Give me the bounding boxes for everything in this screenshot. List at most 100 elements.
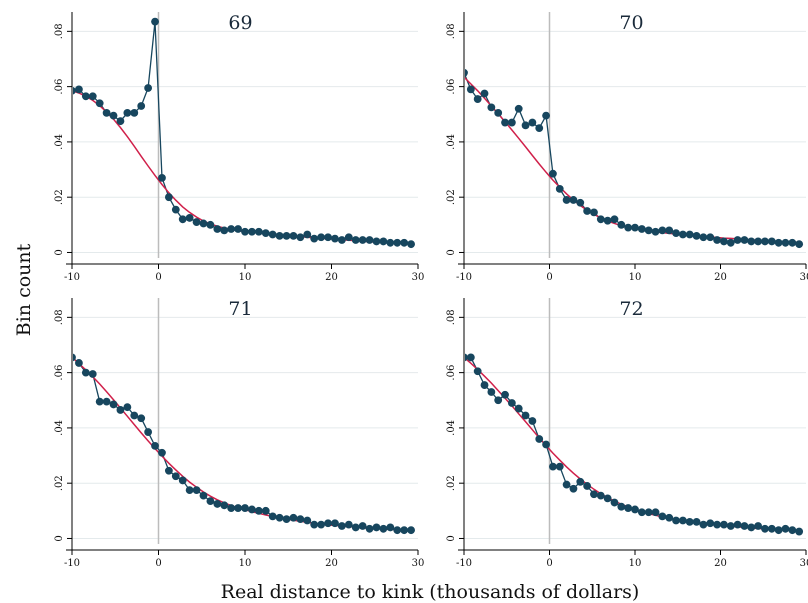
data-point [651, 508, 660, 517]
data-point [248, 227, 256, 236]
data-point [501, 118, 509, 127]
data-point [365, 236, 374, 244]
data-point [542, 440, 550, 449]
data-point [465, 353, 468, 362]
x-tick-label: -10 [456, 272, 472, 283]
data-point [351, 236, 360, 244]
data-point [713, 520, 721, 529]
y-tick-label: 0 [54, 249, 65, 255]
data-point [678, 516, 687, 525]
x-tick-label: -10 [64, 272, 80, 283]
data-point [501, 390, 509, 399]
data-point [171, 205, 180, 214]
data-point [720, 520, 728, 529]
data-point [289, 231, 298, 240]
data-point [372, 237, 381, 246]
data-point [624, 223, 633, 232]
x-tick-label: 0 [155, 558, 161, 569]
data-point [289, 513, 298, 522]
observed-line [465, 73, 800, 245]
data-point [75, 85, 83, 94]
data-point [358, 522, 367, 530]
data-point [331, 519, 339, 528]
observed-line [73, 357, 412, 531]
panel-71: 0 .02 .04 .06 .08 -10 0 10 20 30 71 [54, 298, 424, 569]
data-point [528, 417, 537, 425]
data-point [351, 523, 360, 532]
data-point [337, 522, 346, 530]
data-point [386, 238, 395, 247]
x-tick-label: -10 [456, 558, 472, 569]
data-point [494, 108, 503, 117]
data-point [130, 411, 139, 420]
y-tick-label: .06 [446, 79, 457, 95]
data-point [651, 227, 660, 236]
data-point [123, 108, 132, 117]
data-point [576, 198, 585, 207]
data-point [275, 231, 284, 240]
data-point [213, 225, 222, 233]
x-tick-label: 10 [629, 272, 642, 283]
data-point [400, 238, 409, 247]
y-tick-label: .02 [54, 475, 65, 491]
data-point [535, 435, 544, 443]
data-point [535, 124, 544, 132]
y-tick-label: .08 [54, 23, 65, 39]
data-point [407, 240, 415, 249]
y-tick-label: 0 [446, 249, 457, 255]
x-axis-title: Real distance to kink (thousands of doll… [221, 581, 640, 603]
data-point [241, 227, 249, 236]
plot-area [73, 17, 415, 249]
data-point [658, 512, 667, 521]
data-point [192, 218, 201, 226]
y-axis-title: Bin count [13, 243, 35, 336]
data-point [268, 230, 277, 239]
data-point [234, 225, 242, 233]
y-tick-label: .06 [54, 79, 65, 95]
x-tick-label: 20 [325, 558, 338, 569]
y-tick-label: .04 [54, 134, 65, 150]
y-tick-label: 0 [54, 535, 65, 541]
data-point [254, 227, 263, 236]
data-point [227, 504, 236, 512]
data-point [241, 504, 249, 512]
data-point [658, 226, 667, 235]
data-point [206, 220, 215, 229]
fitted-curve [465, 76, 800, 244]
data-point [178, 476, 187, 485]
data-point [324, 233, 332, 242]
data-point [88, 92, 97, 101]
data-point [372, 523, 381, 532]
data-point [767, 237, 776, 246]
data-point [282, 231, 291, 240]
data-point [555, 462, 564, 471]
data-point [344, 233, 353, 242]
data-point [754, 237, 763, 246]
data-point [733, 236, 742, 244]
data-point [678, 230, 687, 239]
data-point [171, 472, 180, 481]
data-point [740, 236, 749, 244]
data-point [562, 480, 571, 489]
observed-line [73, 21, 412, 245]
data-point [158, 448, 166, 457]
data-point [665, 513, 674, 522]
y-tick-label: .08 [446, 23, 457, 39]
data-point [185, 486, 194, 495]
x-tick-label: 10 [239, 272, 252, 283]
data-point [699, 520, 708, 529]
data-point [144, 428, 153, 436]
y-tick-label: .08 [54, 309, 65, 325]
data-point [234, 504, 242, 512]
y-tick-label: .04 [446, 134, 457, 150]
data-point [178, 215, 187, 224]
data-point [767, 524, 776, 533]
data-point [296, 233, 305, 242]
data-point [610, 215, 619, 224]
x-tick-label: 0 [546, 272, 552, 283]
panel-72: 0 .02 .04 .06 .08 -10 0 10 20 30 72 [446, 298, 808, 569]
data-point [480, 381, 489, 389]
data-point [726, 522, 735, 530]
data-point [569, 196, 578, 204]
data-point [644, 508, 653, 517]
